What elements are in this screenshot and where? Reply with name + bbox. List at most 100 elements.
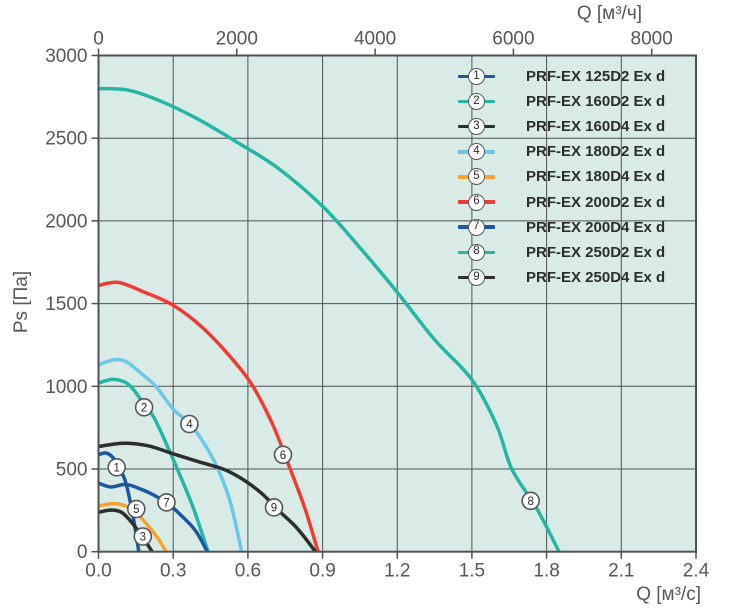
curve-label-number: 7 — [163, 498, 169, 510]
legend-label: PRF-EX 180D4 Ex d — [526, 168, 666, 186]
legend-number-circle: 2 — [468, 93, 485, 111]
legend-label: PRF-EX 125D2 Ex d — [526, 68, 666, 86]
curve-label-circle — [127, 499, 146, 519]
legend-swatch: 1 — [458, 68, 495, 86]
curve-label-circle — [180, 414, 199, 434]
legend-number-circle: 8 — [468, 243, 485, 261]
legend-number-circle: 7 — [468, 218, 485, 236]
x-bottom-tick-label: 2.1 — [608, 561, 634, 582]
y-tick-label: 500 — [56, 460, 88, 481]
curve-label-number: 3 — [140, 532, 146, 544]
curve-label-number: 2 — [141, 403, 147, 415]
legend-number-circle: 3 — [468, 118, 485, 136]
curve-label-circle — [134, 397, 154, 417]
legend-swatch: 6 — [458, 193, 495, 211]
tick-labels: 0 2000 4000 6000 8000 0.0 0.3 0.6 0.9 1.2 1.5 1.8 2.… — [45, 29, 709, 582]
curve-2 — [98, 377, 210, 552]
x-top-tick-label: 6000 — [492, 29, 534, 50]
legend-item-8: 8 PRF-EX 250D2 Ex d — [458, 240, 665, 265]
curve-label-5: 5 — [127, 499, 146, 519]
y-tick-label: 2000 — [45, 211, 87, 232]
gridlines — [98, 55, 696, 552]
legend-item-6: 6 PRF-EX 200D2 Ex d — [458, 189, 665, 214]
curve-label-circle — [273, 445, 293, 465]
x-top-tick-label: 8000 — [631, 29, 673, 50]
legend-label: PRF-EX 200D4 Ex d — [526, 218, 666, 236]
legend-number-circle: 1 — [468, 68, 485, 86]
y-tick-label: 2500 — [45, 129, 87, 150]
x-bottom-tick-label: 0.3 — [160, 561, 186, 582]
legend-label: PRF-EX 250D4 Ex d — [526, 268, 666, 286]
curve-label-7: 7 — [157, 493, 176, 512]
legend-item-1: 1 PRF-EX 125D2 Ex d — [458, 64, 665, 89]
x-bottom-tick-label: 0.0 — [85, 561, 111, 582]
tick-marks — [91, 48, 697, 559]
y-tick-label: 1500 — [45, 294, 87, 315]
legend-swatch: 7 — [458, 218, 495, 236]
legend-swatch: 2 — [458, 93, 495, 111]
legend-label: PRF-EX 160D4 Ex d — [526, 118, 666, 136]
y-tick-label: 3000 — [45, 46, 87, 67]
curve-7 — [98, 481, 210, 552]
curve-label-number: 8 — [527, 496, 533, 508]
curve-label-2: 2 — [134, 397, 154, 417]
curve-label-circle — [107, 457, 126, 477]
x-axis-bottom-title: Q [м³/с] — [636, 584, 701, 605]
x-bottom-tick-label: 1.2 — [384, 561, 410, 582]
legend-swatch: 9 — [458, 268, 495, 286]
legend-item-5: 5 PRF-EX 180D4 Ex d — [458, 164, 665, 189]
curve-label-circle — [133, 527, 153, 546]
legend-item-2: 2 PRF-EX 160D2 Ex d — [458, 89, 665, 114]
curve-label-number: 9 — [271, 503, 277, 515]
curve-9 — [98, 441, 318, 552]
curve-label-3: 3 — [133, 527, 153, 546]
curve-label-number: 6 — [280, 450, 286, 462]
curve-label-8: 8 — [521, 491, 541, 511]
legend-item-3: 3 PRF-EX 160D4 Ex d — [458, 114, 665, 139]
legend-item-4: 4 PRF-EX 180D2 Ex d — [458, 139, 665, 164]
x-bottom-tick-label: 0.6 — [235, 561, 261, 582]
curve-label-6: 6 — [273, 445, 293, 465]
legend-item-9: 9 PRF-EX 250D4 Ex d — [458, 265, 665, 290]
legend-label: PRF-EX 160D2 Ex d — [526, 93, 666, 111]
x-bottom-tick-label: 1.5 — [459, 561, 485, 582]
y-axis-title: Ps [Па] — [11, 270, 32, 334]
curve-label-number: 4 — [186, 419, 193, 431]
curve-markers: 1 2 3 4 5 6 7 8 9 — [107, 397, 541, 546]
legend-label: PRF-EX 250D2 Ex d — [526, 243, 666, 261]
legend-number-circle: 4 — [468, 143, 485, 161]
legend-swatch: 3 — [458, 118, 495, 136]
x-bottom-tick-label: 2.4 — [683, 561, 710, 582]
legend-number-circle: 6 — [468, 193, 485, 211]
curve-label-circle — [157, 493, 176, 512]
legend-swatch: 4 — [458, 143, 495, 161]
curve-label-4: 4 — [180, 414, 199, 434]
curve-label-circle — [521, 491, 541, 511]
x-axis-top-title: Q [м³/ч] — [576, 3, 642, 24]
legend-swatch: 8 — [458, 243, 495, 261]
y-tick-label: 0 — [77, 542, 88, 563]
curve-label-9: 9 — [264, 498, 284, 517]
curve-4 — [98, 357, 244, 552]
x-top-tick-label: 4000 — [354, 29, 396, 50]
curve-label-number: 5 — [133, 504, 139, 516]
legend: 1 PRF-EX 125D2 Ex d 2 PRF-EX 160D2 Ex d 3 PRF… — [458, 64, 665, 290]
legend-item-7: 7 PRF-EX 200D4 Ex d — [458, 215, 665, 240]
x-top-tick-label: 0 — [93, 29, 104, 50]
legend-number-circle: 9 — [468, 268, 485, 286]
y-tick-label: 1000 — [45, 377, 87, 398]
legend-swatch: 5 — [458, 168, 495, 186]
legend-label: PRF-EX 200D2 Ex d — [526, 193, 666, 211]
x-bottom-tick-label: 1.8 — [533, 561, 559, 582]
legend-label: PRF-EX 180D2 Ex d — [526, 143, 666, 161]
x-bottom-tick-label: 0.9 — [309, 561, 335, 582]
legend-number-circle: 5 — [468, 168, 485, 186]
curve-label-number: 1 — [113, 463, 119, 475]
curve-6 — [98, 280, 320, 552]
curve-label-1: 1 — [107, 457, 126, 477]
curve-label-circle — [264, 498, 284, 517]
curve-8 — [98, 86, 561, 552]
x-top-tick-label: 2000 — [216, 29, 258, 50]
